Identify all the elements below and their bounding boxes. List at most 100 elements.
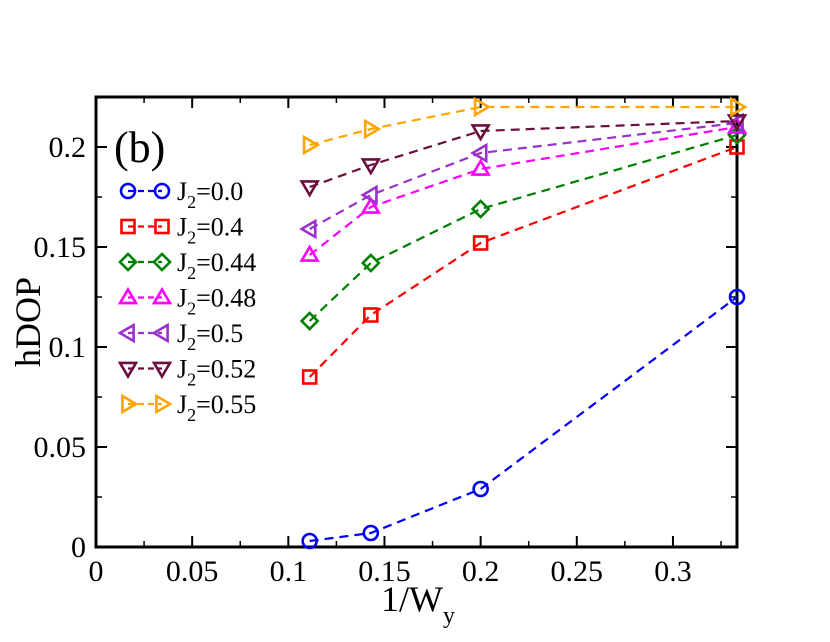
y-tick-label: 0.2	[49, 131, 87, 164]
legend-label-value: =0.0	[196, 177, 243, 206]
plot-frame	[94, 95, 739, 549]
y-tick-label: 0.05	[34, 431, 87, 464]
x-tick-label: 0.05	[166, 555, 219, 588]
data-point	[726, 114, 748, 132]
legend-label: J2=0.0	[177, 177, 243, 212]
series-line	[309, 105, 737, 147]
y-axis-label: hDOP	[8, 277, 48, 367]
legend-label-value: =0.55	[196, 390, 256, 419]
legend-marker	[151, 361, 173, 380]
legend-label-subscript: 2	[187, 370, 196, 390]
data-point	[730, 96, 748, 118]
legend-marker	[117, 286, 139, 305]
legend-label-main: J	[177, 248, 187, 277]
data-point	[729, 139, 745, 155]
x-tick-label: 0.15	[358, 555, 411, 588]
data-point	[299, 311, 320, 331]
axes: 0 0.05 0.1 0.15 0.2 0.25 0.3 0 0.05 0.1 0.15 0.2	[34, 96, 737, 588]
data-point	[360, 158, 382, 176]
legend-label-value: =0.44	[196, 248, 256, 277]
x-tick-label: 0.2	[462, 555, 500, 588]
series-J2=0.48	[299, 116, 748, 262]
legend-label-subscript: 2	[187, 299, 196, 319]
series-J2=0.52	[299, 114, 748, 198]
data-point	[301, 369, 318, 385]
legend-label-value: =0.48	[196, 284, 256, 313]
series-J2=0.0	[301, 288, 746, 550]
data-point	[472, 235, 489, 251]
legend-label-main: J	[177, 319, 187, 348]
data-point	[299, 244, 320, 262]
series-group	[299, 96, 748, 550]
legend-entry: J2=0.44	[118, 248, 256, 283]
data-point	[470, 124, 491, 142]
series-line	[309, 296, 738, 543]
plot-area	[94, 95, 739, 549]
legend-label-value: =0.4	[196, 213, 243, 242]
x-axis-label: 1/Wy	[381, 579, 455, 629]
legend-label-subscript: 2	[187, 405, 196, 425]
series-J2=0.5	[299, 112, 744, 240]
legend-label: J2=0.48	[177, 284, 256, 319]
legend-label-main: J	[177, 213, 187, 242]
data-point	[299, 180, 320, 198]
legend-label-subscript: 2	[187, 192, 196, 212]
legend-label-main: J	[177, 355, 187, 384]
legend-label-subscript: 2	[187, 228, 196, 248]
series-J2=0.4	[301, 139, 745, 385]
legend-entry: J2=0.0	[119, 177, 243, 212]
data-point	[363, 118, 382, 140]
legend-marker	[151, 286, 173, 305]
legend-marker	[155, 393, 173, 415]
series-line	[308, 125, 738, 256]
legend-label-main: J	[177, 284, 187, 313]
legend-entry: J2=0.48	[117, 284, 256, 319]
data-point	[470, 142, 488, 164]
series-line	[309, 121, 738, 230]
legend-marker	[119, 182, 137, 200]
data-point	[301, 532, 318, 550]
data-point	[472, 480, 489, 498]
series-line	[308, 145, 738, 378]
y-tick-label: 0	[71, 531, 86, 564]
legend-label-main: J	[177, 390, 187, 419]
legend-label-subscript: 2	[187, 263, 196, 283]
data-point	[473, 96, 492, 118]
y-tick-label: 0.1	[49, 331, 87, 364]
data-point	[470, 158, 491, 176]
legend-entry: J2=0.55	[121, 390, 256, 425]
legend-label: J2=0.55	[177, 390, 256, 425]
legend-marker	[117, 361, 139, 380]
x-tick-label: 0.1	[270, 555, 308, 588]
legend-label: J2=0.5	[177, 319, 243, 354]
data-point	[360, 196, 382, 214]
data-point	[360, 253, 381, 273]
x-tick-label: 0.3	[654, 555, 692, 588]
legend-marker	[118, 252, 138, 272]
legend-marker	[117, 322, 135, 344]
legend-marker	[120, 218, 136, 235]
x-tick-label: 0.25	[551, 555, 604, 588]
legend-entry: J2=0.4	[120, 213, 243, 248]
panel-label: (b)	[114, 123, 165, 172]
series-J2=0.55	[302, 96, 748, 156]
legend-label: J2=0.4	[177, 213, 243, 248]
x-axis-label-main: 1/W	[381, 579, 443, 619]
series-line	[309, 119, 738, 189]
legend-marker	[153, 182, 171, 200]
legend-marker	[152, 252, 172, 272]
legend-label: J2=0.44	[177, 248, 256, 283]
y-tick-label: 0.15	[34, 231, 87, 264]
data-point	[363, 307, 379, 323]
data-point	[728, 288, 746, 306]
x-tick-label: 0	[89, 555, 104, 588]
data-point	[299, 218, 317, 240]
legend-label: J2=0.52	[177, 355, 256, 390]
x-axis-label-subscript: y	[443, 603, 455, 629]
legend-label-value: =0.52	[196, 355, 256, 384]
data-point	[302, 134, 321, 156]
legend-marker	[151, 322, 169, 344]
data-point	[470, 199, 491, 219]
legend-label-main: J	[177, 177, 187, 206]
